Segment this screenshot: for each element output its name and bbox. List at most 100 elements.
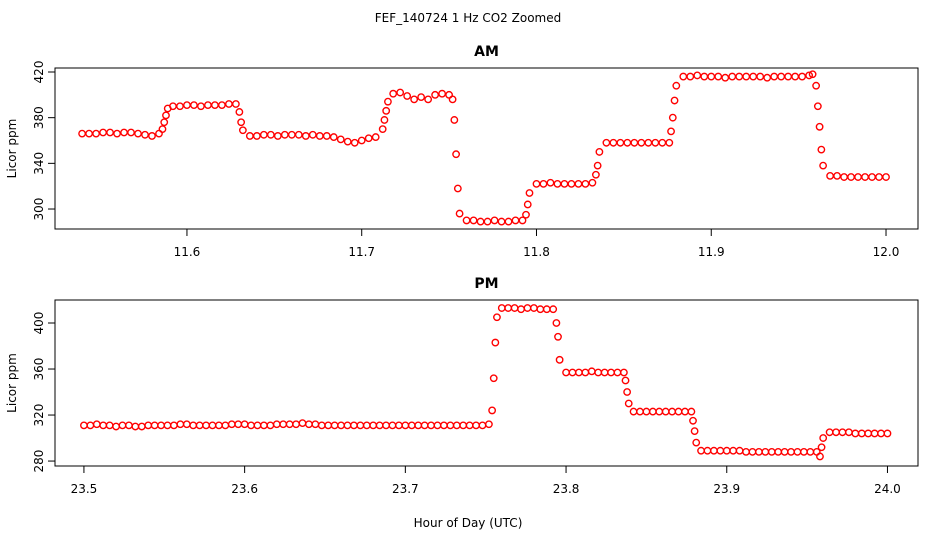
data-point <box>637 138 646 147</box>
y-axis-label: Licor ppm <box>5 353 19 413</box>
data-point <box>735 446 744 455</box>
data-point <box>816 452 824 461</box>
data-point <box>380 116 389 124</box>
data-point <box>378 125 387 133</box>
data-point <box>273 132 282 140</box>
data-point <box>670 96 679 105</box>
data-point <box>690 427 699 436</box>
data-point <box>813 102 822 111</box>
data-point <box>587 367 596 376</box>
data-point <box>870 429 879 438</box>
data-point <box>748 447 757 456</box>
data-point <box>714 72 723 81</box>
data-point <box>294 130 303 139</box>
data-point <box>840 173 848 181</box>
plot-frame <box>54 67 919 230</box>
data-point <box>322 132 331 140</box>
data-point <box>131 422 140 431</box>
data-point <box>497 217 506 226</box>
data-point <box>854 173 862 181</box>
data-point <box>182 420 191 429</box>
data-point <box>85 129 93 138</box>
data-point <box>266 421 275 430</box>
x-tick-label: 24.0 <box>874 482 901 496</box>
data-point <box>382 106 391 115</box>
data-point <box>469 216 478 225</box>
data-point <box>630 138 639 147</box>
data-point <box>593 161 602 170</box>
data-point <box>414 421 423 430</box>
data-point <box>440 421 448 430</box>
data-point <box>742 72 751 81</box>
data-point <box>877 429 885 438</box>
data-point <box>616 138 625 147</box>
data-point <box>490 216 499 225</box>
data-point <box>592 170 600 179</box>
data-point <box>227 420 236 429</box>
data-point <box>343 137 352 146</box>
x-tick-label: 23.7 <box>392 482 419 496</box>
data-point <box>833 172 841 180</box>
data-point <box>668 407 677 416</box>
data-point <box>763 73 772 82</box>
data-point <box>446 421 455 430</box>
data-point <box>202 421 210 430</box>
data-point <box>767 447 776 456</box>
data-point <box>357 136 366 145</box>
data-point <box>266 130 275 139</box>
data-point <box>364 134 373 143</box>
data-point <box>687 407 696 416</box>
data-point <box>511 216 520 225</box>
data-point <box>141 130 149 139</box>
y-tick-label: 380 <box>32 106 46 129</box>
data-point <box>624 399 633 408</box>
data-point <box>787 447 795 456</box>
data-point <box>476 217 485 226</box>
data-point <box>160 118 169 127</box>
data-point <box>609 138 618 147</box>
data-point <box>465 421 474 430</box>
data-point <box>238 126 247 135</box>
data-point <box>542 305 551 314</box>
data-point <box>728 72 737 81</box>
data-point <box>215 421 223 430</box>
data-point <box>594 368 603 377</box>
data-point <box>221 421 230 430</box>
data-point <box>819 161 828 170</box>
x-tick-label: 11.7 <box>348 245 375 259</box>
data-point <box>882 173 890 181</box>
y-tick-label: 360 <box>32 358 46 381</box>
data-point <box>305 420 313 429</box>
data-point <box>389 89 398 98</box>
data-point <box>672 81 681 90</box>
data-point <box>195 421 204 430</box>
data-point <box>259 130 268 139</box>
data-point <box>812 81 821 90</box>
data-point <box>777 72 786 81</box>
data-point <box>176 102 184 111</box>
data-point <box>485 420 493 429</box>
data-point <box>287 130 296 139</box>
data-point <box>868 173 876 181</box>
data-point <box>292 420 300 429</box>
data-point <box>851 429 860 438</box>
data-point <box>497 304 506 312</box>
data-point <box>120 128 128 137</box>
data-point <box>729 446 738 455</box>
x-tick-label: 11.6 <box>174 245 201 259</box>
data-point <box>337 421 345 430</box>
data-point <box>595 148 604 156</box>
data-point <box>648 407 657 416</box>
data-point <box>343 421 352 430</box>
data-point <box>832 428 840 437</box>
data-point <box>754 447 763 456</box>
data-point <box>301 132 310 140</box>
data-point <box>623 388 632 396</box>
data-point <box>493 313 501 322</box>
data-point <box>350 421 358 430</box>
data-point <box>623 138 632 147</box>
y-tick-label: 420 <box>32 61 46 84</box>
data-point <box>189 421 198 430</box>
